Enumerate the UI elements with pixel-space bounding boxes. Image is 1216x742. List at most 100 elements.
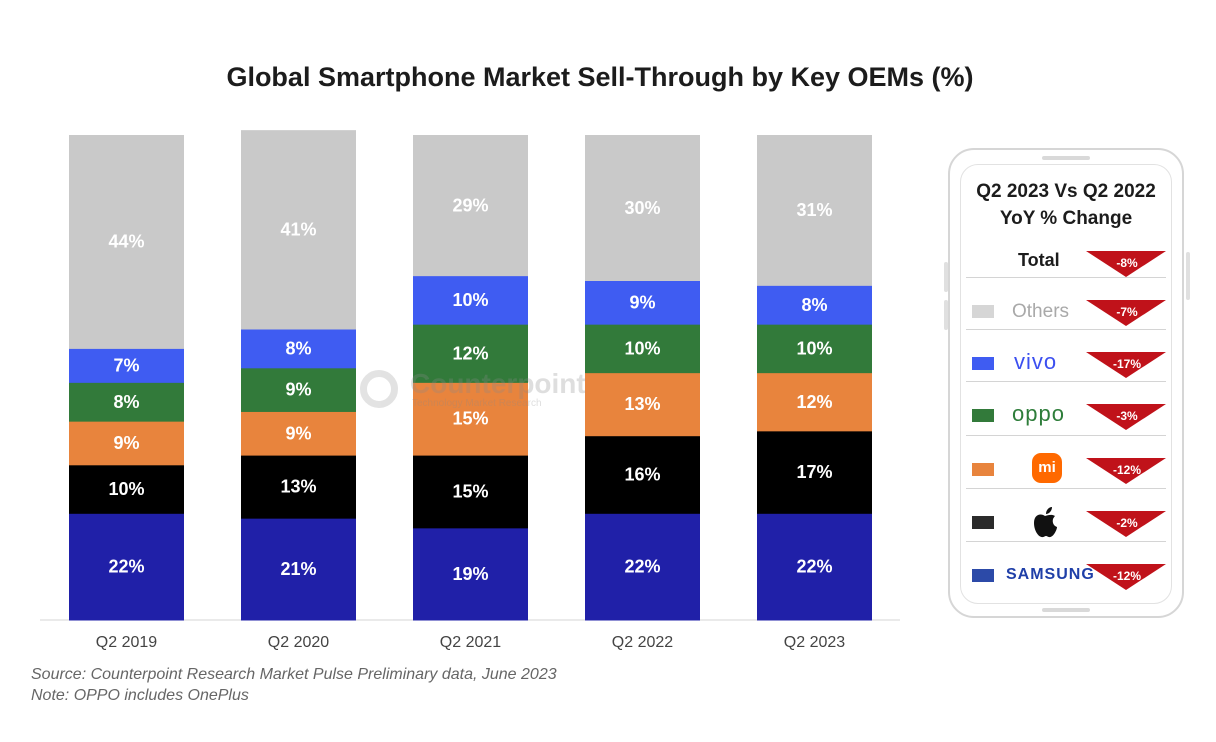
phone-frame (948, 148, 1184, 618)
bar-oppo-q2-2020 (241, 367, 356, 412)
bar-group: 22% 10% 9% 8% 7% 44% 21% 13% 9% 9% 8% 41% 19% 15% 15% 1… (69, 130, 872, 621)
stacked-bar-chart: 22% 10% 9% 8% 7% 44% 21% 13% 9% 9% 8% 41% 19% 15% 15% 1… (40, 130, 900, 651)
bar-xiaomi-q2-2021 (413, 382, 528, 456)
down-arrow-icon: -12% (1086, 564, 1166, 590)
bar-samsung-q2-2019 (69, 513, 184, 621)
bar-others-q2-2020 (241, 130, 356, 330)
data-label: 30% (624, 198, 660, 218)
bar-others-q2-2022 (585, 135, 700, 281)
down-arrow-icon: -8% (1086, 251, 1166, 277)
data-label: 13% (624, 394, 660, 414)
others-label: Others (1012, 301, 1070, 322)
data-label: 22% (796, 557, 832, 577)
bar-others-q2-2019 (69, 135, 184, 349)
data-label: 12% (796, 392, 832, 412)
yoy-row-oppo: oppo -3% (966, 381, 1166, 435)
bar-vivo-q2-2021 (413, 275, 528, 325)
apple-change: -2% (1116, 516, 1138, 530)
yoy-row-apple: -2% (966, 488, 1166, 542)
down-arrow-icon: -12% (1086, 458, 1166, 484)
data-label: 44% (108, 232, 144, 252)
bar-apple-q2-2020 (241, 455, 356, 519)
bar-apple-q2-2023 (757, 430, 872, 514)
phone-power-button (1186, 252, 1190, 300)
data-label: 17% (796, 462, 832, 482)
bar-apple-q2-2019 (69, 464, 184, 514)
x-tick-label: Q2 2020 (268, 634, 329, 651)
samsung-logo: SAMSUNG (1006, 566, 1095, 583)
apple-swatch (972, 516, 994, 529)
data-label: 19% (452, 564, 488, 584)
bar-xiaomi-q2-2023 (757, 372, 872, 432)
bar-samsung-q2-2021 (413, 527, 528, 621)
data-label: 12% (452, 343, 488, 363)
data-label: 9% (285, 380, 311, 400)
data-label: 15% (452, 409, 488, 429)
data-label: 16% (624, 465, 660, 485)
data-label: 8% (113, 392, 139, 412)
data-label: 10% (108, 479, 144, 499)
others-swatch (972, 305, 994, 318)
oppo-swatch (972, 409, 994, 422)
samsung-change: -12% (1113, 569, 1141, 583)
oppo-note: Note: OPPO includes OnePlus (31, 687, 249, 704)
down-arrow-icon: -7% (1086, 300, 1166, 326)
data-label: 10% (796, 338, 832, 358)
down-arrow-icon: -17% (1086, 352, 1166, 378)
yoy-row-xiaomi: mi -12% (966, 435, 1166, 489)
x-tick-label: Q2 2019 (96, 634, 157, 651)
yoy-title-line2: YoY % Change (999, 208, 1133, 229)
data-label: 9% (285, 423, 311, 443)
data-label: 10% (624, 338, 660, 358)
data-label: 41% (280, 220, 316, 240)
yoy-row-vivo: vivo -17% (966, 329, 1166, 383)
bar-apple-q2-2022 (585, 435, 700, 514)
phone-side-button (944, 300, 948, 330)
bar-apple-q2-2021 (413, 455, 528, 529)
others-change: -7% (1116, 305, 1138, 319)
total-change: -8% (1116, 256, 1138, 270)
x-tick-label: Q2 2023 (784, 634, 845, 651)
data-label: 7% (113, 355, 139, 375)
yoy-title-line1: Q2 2023 Vs Q2 2022 (976, 181, 1156, 202)
bar-samsung-q2-2020 (241, 518, 356, 621)
data-label: 31% (796, 200, 832, 220)
total-label: Total (1018, 250, 1060, 270)
bar-oppo-q2-2021 (413, 324, 528, 383)
oppo-logo: oppo (1012, 401, 1065, 426)
bar-oppo-q2-2022 (585, 324, 700, 374)
samsung-swatch (972, 569, 994, 582)
source-note: Source: Counterpoint Research Market Pul… (31, 666, 557, 683)
bar-vivo-q2-2020 (241, 329, 356, 369)
vivo-swatch (972, 357, 994, 370)
vivo-logo: vivo (1014, 349, 1058, 374)
bar-xiaomi-q2-2020 (241, 411, 356, 456)
x-tick-label: Q2 2021 (440, 634, 501, 651)
data-label: 21% (280, 559, 316, 579)
down-arrow-icon: -3% (1086, 404, 1166, 430)
data-label: 8% (801, 295, 827, 315)
yoy-row-samsung: SAMSUNG -12% (966, 541, 1166, 595)
data-label: 15% (452, 481, 488, 501)
yoy-panel-title: Q2 2023 Vs Q2 2022 YoY % Change (958, 178, 1174, 232)
phone-side-button (944, 262, 948, 292)
oppo-change: -3% (1116, 409, 1138, 423)
phone-speaker (1042, 156, 1090, 160)
bar-samsung-q2-2023 (757, 513, 872, 621)
down-arrow-icon: -2% (1086, 511, 1166, 537)
bar-others-q2-2021 (413, 135, 528, 277)
apple-logo-icon (1034, 507, 1057, 538)
data-label: 9% (113, 433, 139, 453)
bar-vivo-q2-2019 (69, 348, 184, 383)
xiaomi-change: -12% (1113, 463, 1141, 477)
data-label: 22% (624, 557, 660, 577)
vivo-change: -17% (1113, 357, 1141, 371)
data-label: 8% (285, 338, 311, 358)
bar-oppo-q2-2019 (69, 382, 184, 422)
x-tick-labels: Q2 2019 Q2 2020 Q2 2021 Q2 2022 Q2 2023 (96, 634, 845, 651)
yoy-row-others: Others -7% (966, 277, 1166, 331)
bar-xiaomi-q2-2022 (585, 372, 700, 437)
bar-oppo-q2-2023 (757, 324, 872, 374)
bar-samsung-q2-2022 (585, 513, 700, 621)
data-label: 10% (452, 290, 488, 310)
